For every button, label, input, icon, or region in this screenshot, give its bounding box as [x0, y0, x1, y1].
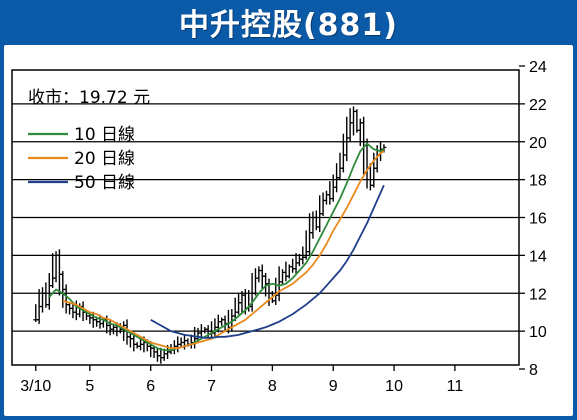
x-tick-label: 9 — [329, 378, 338, 395]
y-tick-label: 20 — [529, 135, 547, 152]
chart-title: 中升控股(881) — [178, 8, 399, 43]
x-tick-label: 11 — [447, 378, 464, 395]
y-tick-label: 18 — [529, 173, 547, 190]
chart-panel: 8 10 12 14 16 18 20 22 24 3/10 5 6 7 8 9 10 11 收市：19.72… — [4, 45, 573, 416]
y-tick-label: 16 — [529, 211, 547, 228]
x-tick-label: 8 — [268, 378, 277, 395]
x-tick-label: 5 — [85, 378, 94, 395]
legend-entry: 20 日線 — [74, 149, 135, 169]
grid-lines — [12, 103, 519, 332]
y-tick-label: 24 — [529, 59, 547, 76]
x-tick-label: 3/10 — [20, 378, 51, 395]
y-axis-ticks: 8 10 12 14 16 18 20 22 24 — [519, 59, 547, 379]
close-price-label: 收市：19.72 元 — [28, 88, 150, 108]
legend: 10 日線 20 日線 50 日線 — [28, 125, 135, 193]
y-tick-label: 14 — [529, 248, 547, 265]
legend-entry: 50 日線 — [74, 173, 135, 193]
x-tick-label: 6 — [146, 378, 155, 395]
series-line-1 — [48, 142, 385, 351]
x-tick-label: 10 — [385, 378, 403, 395]
y-tick-label: 8 — [529, 362, 538, 379]
y-tick-label: 12 — [529, 286, 547, 303]
price-chart: 8 10 12 14 16 18 20 22 24 3/10 5 6 7 8 9 10 11 收市：19.72… — [11, 59, 547, 395]
y-tick-label: 22 — [529, 97, 547, 114]
series-line-3 — [150, 184, 385, 339]
legend-entry: 10 日線 — [74, 125, 135, 145]
x-axis-ticks: 3/10 5 6 7 8 9 10 11 — [20, 365, 463, 395]
moving-average-lines — [48, 142, 385, 351]
x-tick-label: 7 — [207, 378, 216, 395]
series-line-2 — [62, 150, 385, 350]
y-tick-label: 10 — [529, 324, 547, 341]
title-bar: 中升控股(881) — [0, 0, 577, 44]
